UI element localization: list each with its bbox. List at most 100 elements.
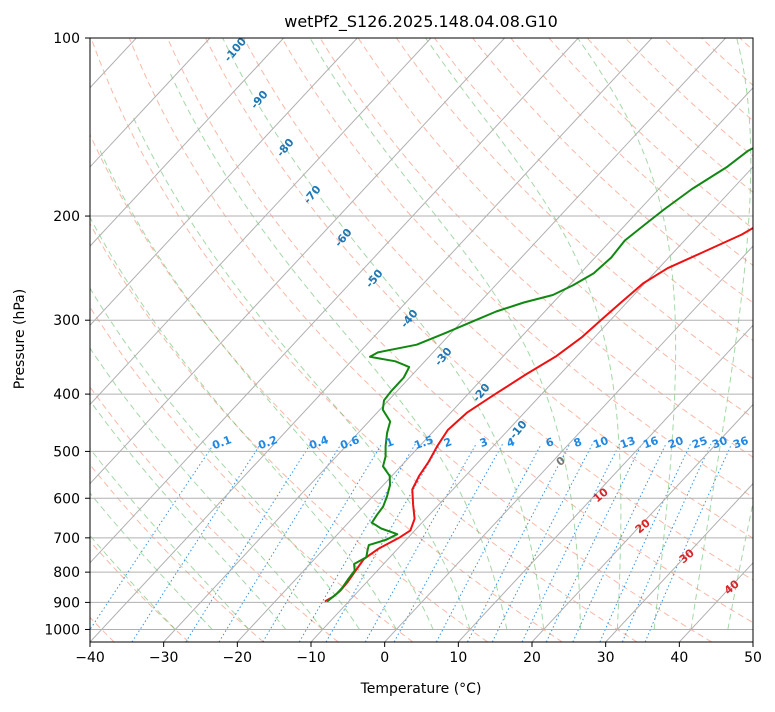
moist-adiabat-line bbox=[0, 298, 212, 630]
mixing-ratio-label: 0.4 bbox=[307, 433, 330, 452]
dry-adiabat-label: -60 bbox=[332, 226, 355, 250]
dry-adiabat-line bbox=[91, 38, 637, 642]
dry-adiabat-line bbox=[244, 38, 775, 642]
isotherm-line bbox=[385, 38, 775, 642]
mixing-ratio-line bbox=[522, 444, 620, 642]
x-tick-label: −10 bbox=[296, 650, 326, 666]
isotherm-line bbox=[532, 38, 775, 642]
x-tick-label: −20 bbox=[223, 650, 253, 666]
isotherm-line bbox=[16, 38, 578, 642]
dewpoint-profile-line bbox=[328, 38, 775, 601]
y-tick-label: 600 bbox=[53, 491, 80, 507]
mixing-ratio-label: 0.1 bbox=[210, 433, 233, 452]
dry-adiabat-label: -20 bbox=[470, 381, 493, 405]
moist-adiabats bbox=[0, 38, 775, 630]
mixing-ratio-label: 0.6 bbox=[338, 433, 361, 452]
moist-adiabat-line bbox=[100, 151, 433, 630]
plot-frame bbox=[90, 38, 753, 642]
mixing-ratio-line bbox=[492, 444, 592, 642]
dry-adiabat-line bbox=[664, 38, 775, 642]
dry-adiabat-line bbox=[282, 38, 775, 642]
mixing-ratio-label: 0.2 bbox=[256, 433, 279, 452]
chart-title: wetPf2_S126.2025.148.04.08.G10 bbox=[284, 12, 558, 32]
dry-adiabat-line bbox=[15, 38, 488, 642]
y-axis-label: Pressure (hPa) bbox=[12, 289, 28, 389]
y-tick-label: 200 bbox=[53, 209, 80, 225]
moist-adiabat-line bbox=[765, 38, 775, 630]
x-tick-label: 30 bbox=[597, 650, 615, 666]
mixing-ratio-label: 13 bbox=[618, 434, 637, 451]
x-axis: −40 −30 −20 −10 0 10 20 30 40 50 bbox=[75, 642, 762, 666]
dry-adiabat-line bbox=[320, 38, 775, 642]
dry-adiabat-line bbox=[0, 38, 338, 642]
isotherm-line bbox=[90, 38, 652, 642]
dry-adiabat-line bbox=[0, 38, 189, 642]
y-tick-label: 500 bbox=[53, 444, 80, 460]
x-tick-label: −40 bbox=[75, 650, 105, 666]
dry-adiabat-label: -90 bbox=[248, 88, 271, 112]
x-tick-label: 40 bbox=[670, 650, 688, 666]
dry-adiabat-label: -100 bbox=[221, 35, 249, 65]
isotherm-line bbox=[0, 38, 357, 642]
y-tick-label: 1000 bbox=[44, 622, 80, 638]
dry-adiabat-label: -40 bbox=[398, 307, 421, 331]
mixing-ratio-label: 2 bbox=[442, 435, 454, 450]
mixing-ratio-label: 3 bbox=[478, 435, 490, 450]
moist-adiabat-line bbox=[48, 210, 360, 630]
moist-adiabat-label: 20 bbox=[633, 516, 653, 536]
x-tick-label: 50 bbox=[744, 650, 762, 666]
y-tick-label: 700 bbox=[53, 531, 80, 547]
mixing-ratio-line bbox=[299, 444, 415, 642]
mixing-ratio-line bbox=[186, 444, 311, 642]
moist-adiabat-label: 30 bbox=[677, 546, 697, 566]
x-axis-label: Temperature (°C) bbox=[360, 681, 482, 697]
mixing-ratio-label: 20 bbox=[666, 434, 685, 452]
x-tick-label: −30 bbox=[149, 650, 179, 666]
mixing-ratio-label: 30 bbox=[710, 434, 729, 452]
dry-adiabat-labels: -100-90-80-70-60-50-40-30-20-10 bbox=[221, 35, 529, 442]
y-tick-label: 300 bbox=[53, 313, 80, 329]
isotherm-line bbox=[753, 38, 775, 642]
mixing-ratio-label: 36 bbox=[731, 434, 750, 452]
mixing-ratio-label: 6 bbox=[544, 435, 556, 450]
isotherm-line bbox=[679, 38, 775, 642]
mixing-ratio-line bbox=[573, 444, 666, 642]
moist-adiabat-label: 10 bbox=[591, 485, 611, 505]
dry-adiabat-line bbox=[740, 38, 775, 642]
mixing-ratio-label: 16 bbox=[641, 434, 660, 452]
y-tick-label: 100 bbox=[53, 31, 80, 47]
mixing-ratio-line bbox=[219, 444, 341, 642]
mixing-ratio-line bbox=[82, 444, 214, 642]
moist-adiabat-label: 40 bbox=[722, 577, 742, 597]
mixing-ratio-label: 8 bbox=[572, 435, 584, 450]
mixing-ratio-line bbox=[326, 444, 440, 642]
moist-adiabat-line bbox=[5, 258, 286, 630]
dry-adiabat-line bbox=[549, 38, 775, 642]
y-tick-label: 400 bbox=[53, 387, 80, 403]
isotherms bbox=[0, 38, 775, 642]
dry-adiabat-label: -80 bbox=[274, 136, 297, 160]
dry-adiabat-line bbox=[511, 38, 775, 642]
mixing-ratio-label: 25 bbox=[690, 434, 709, 451]
isotherm-line bbox=[237, 38, 775, 642]
x-tick-label: 10 bbox=[449, 650, 467, 666]
isotherm-line bbox=[0, 38, 63, 642]
dry-adiabats bbox=[0, 38, 775, 642]
dry-adiabat-line bbox=[702, 38, 775, 642]
x-tick-label: 20 bbox=[523, 650, 541, 666]
temperature-profile-line bbox=[326, 38, 775, 601]
isotherm-line bbox=[164, 38, 726, 642]
x-tick-label: 0 bbox=[380, 650, 389, 666]
dry-adiabat-label: -50 bbox=[363, 267, 386, 291]
mixing-ratio-label: 10 bbox=[591, 434, 610, 452]
isotherm-line bbox=[0, 38, 210, 642]
mixing-ratio-label: 1.5 bbox=[412, 433, 435, 452]
plot-area bbox=[0, 38, 775, 642]
moist-adiabat-line bbox=[171, 74, 507, 630]
moist-adiabat-line bbox=[728, 38, 775, 630]
mixing-ratio-line bbox=[600, 444, 691, 642]
